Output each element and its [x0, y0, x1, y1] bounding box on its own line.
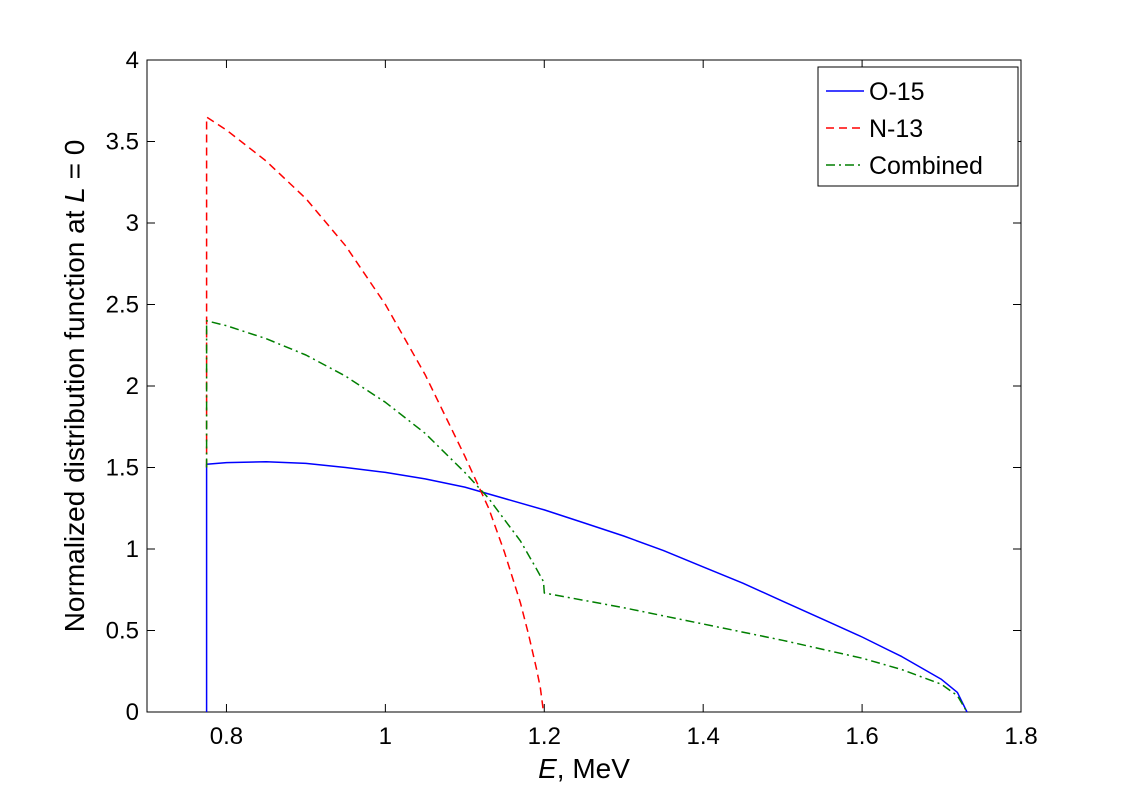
legend-label-o15: O-15	[869, 78, 925, 106]
y-tick-label: 2.5	[106, 292, 139, 319]
x-tick-label: 1.8	[1004, 723, 1037, 750]
y-tick-label: 4	[126, 47, 139, 74]
series-line-combined	[205, 320, 968, 713]
x-axis-label-var: E	[538, 753, 557, 784]
x-tick-label: 1.2	[528, 723, 561, 750]
y-tick-label: 1	[126, 536, 139, 563]
x-tick-label: 1	[379, 723, 392, 750]
legend-label-n13: N-13	[869, 115, 923, 143]
axis-ticks: 0.8 1 1.2 1.4 1.6 1.8 0 0.5 1 1.5 2 2.5 3 3.5 4	[106, 47, 1038, 750]
y-axis-label-var: L	[59, 187, 90, 203]
y-tick-label: 2	[126, 373, 139, 400]
y-tick-label: 1.5	[106, 455, 139, 482]
x-tick-label: 1.4	[686, 723, 719, 750]
x-tick-label: 0.8	[210, 723, 243, 750]
y-tick-label: 0	[126, 699, 139, 726]
series-line-n13	[205, 116, 545, 713]
y-axis-label: Normalized distribution function at L = …	[59, 140, 90, 633]
x-axis-label-rest: , MeV	[557, 753, 630, 784]
y-axis-label-pre: Normalized distribution function at	[59, 203, 90, 633]
legend: O-15 N-13 Combined	[817, 66, 1019, 187]
series-line-o15	[205, 461, 968, 713]
legend-box	[817, 66, 1019, 187]
y-tick-label: 0.5	[106, 618, 139, 645]
legend-label-combined: Combined	[869, 152, 983, 180]
y-axis-label-post: = 0	[59, 140, 90, 187]
x-axis-label: E, MeV	[538, 753, 630, 784]
y-tick-label: 3.5	[106, 129, 139, 156]
series-layer	[205, 116, 968, 713]
x-tick-label: 1.6	[845, 723, 878, 750]
y-tick-label: 3	[126, 210, 139, 237]
